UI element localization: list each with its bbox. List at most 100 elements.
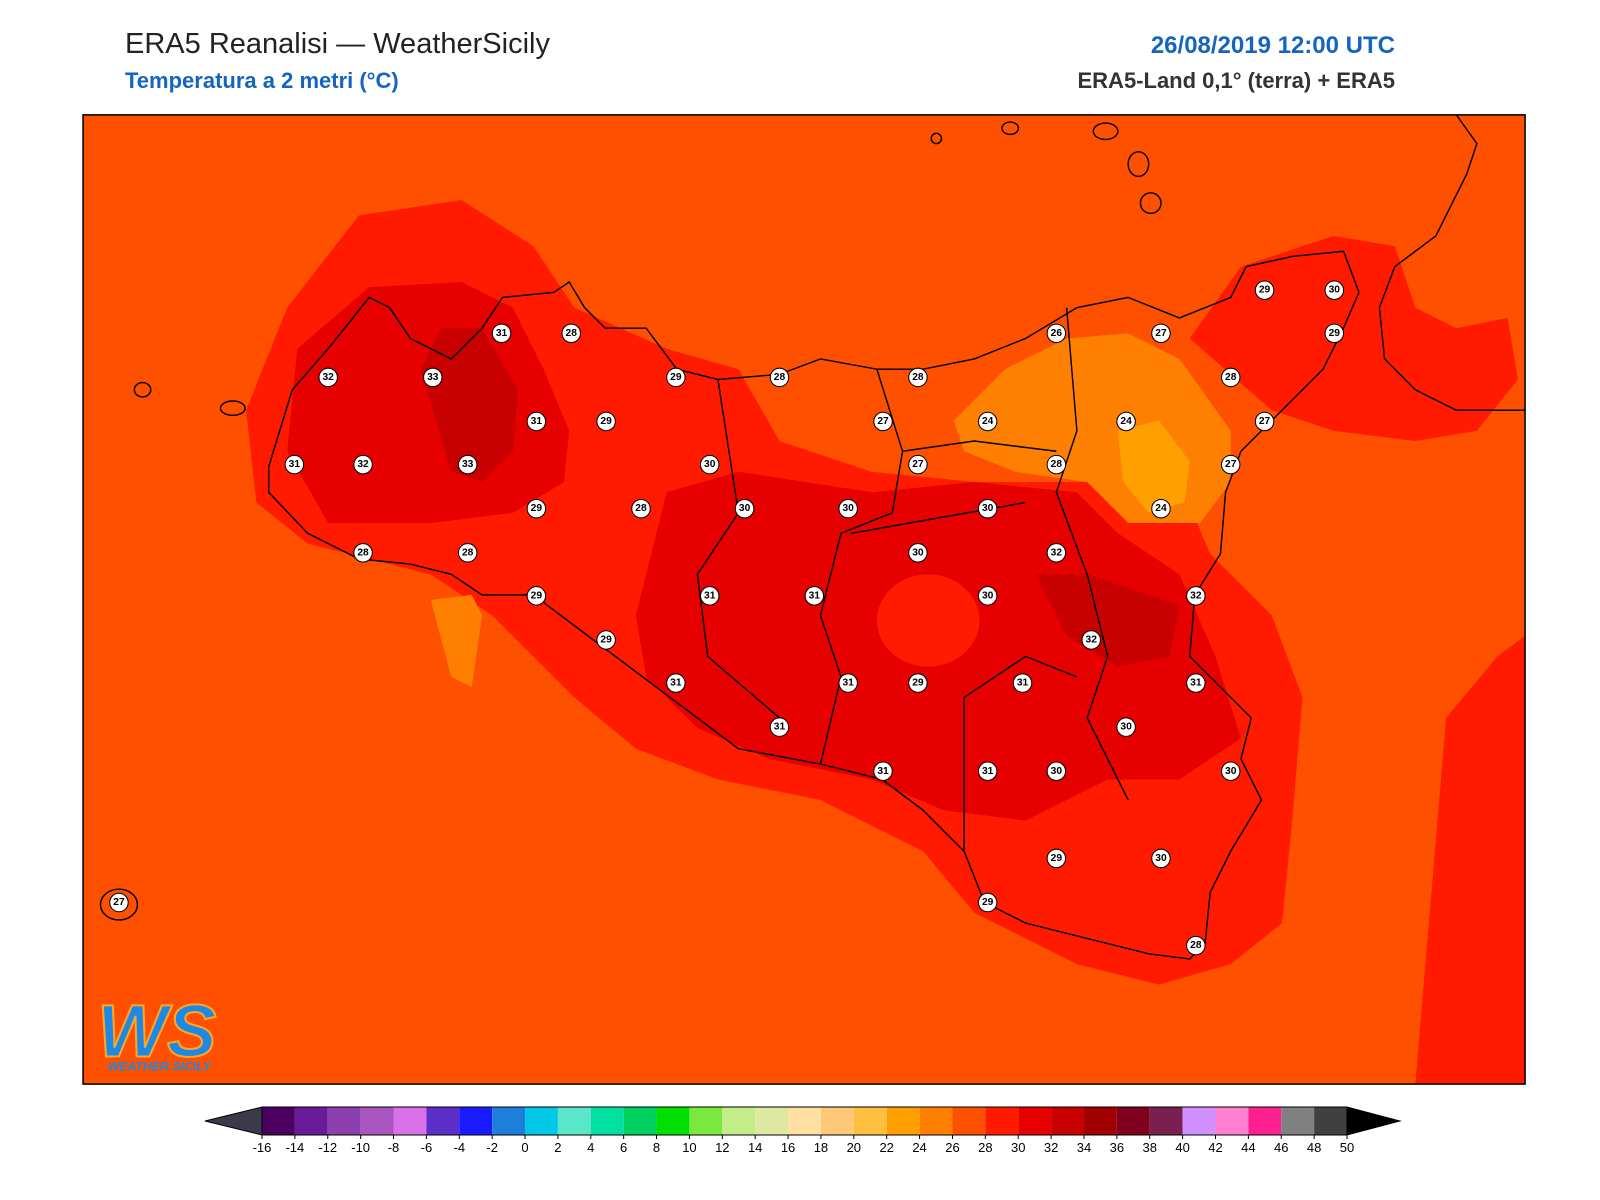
colorbar-box	[294, 1107, 328, 1135]
station-marker	[1324, 280, 1345, 300]
station-marker	[1151, 323, 1171, 344]
colorbar-tick-label: 24	[912, 1140, 926, 1155]
colorbar-tick-label: -8	[388, 1140, 400, 1155]
station: 26	[1046, 323, 1067, 344]
map: 31 28 32 33 29 28 28 31 29 27 24 31 32 33 30 27 28 29 28 30…	[82, 114, 1526, 1085]
station-value: 28	[912, 372, 924, 383]
station-marker	[631, 498, 651, 519]
station: 24	[1151, 498, 1171, 519]
station-marker	[734, 498, 755, 519]
island	[1139, 192, 1162, 215]
colorbar-over	[1346, 1106, 1402, 1136]
station: 27	[908, 454, 928, 475]
station-value: 31	[670, 678, 682, 689]
colorbar-tick-label: -10	[351, 1140, 370, 1155]
station-marker	[1151, 498, 1171, 519]
station-value: 30	[1329, 285, 1341, 296]
colorbar-tick-label: 12	[715, 1140, 729, 1155]
station: 28	[631, 498, 651, 519]
station: 30	[977, 498, 998, 519]
station: 29	[1046, 848, 1067, 869]
colorbar-box	[656, 1107, 690, 1135]
station-marker	[1220, 761, 1241, 781]
colorbar-box	[492, 1107, 526, 1135]
field-area	[1415, 635, 1526, 1085]
station-value: 31	[1017, 678, 1029, 689]
colorbar-tick-label: -12	[318, 1140, 337, 1155]
station-value: 30	[1155, 853, 1167, 864]
station-value: 31	[842, 678, 854, 689]
colorbar-box	[459, 1107, 493, 1135]
station: 30	[734, 498, 755, 519]
station-value: 30	[1051, 766, 1063, 777]
subtitle: Temperatura a 2 metri (°C)	[125, 68, 399, 93]
station: 27	[1254, 411, 1275, 432]
station-marker	[1046, 543, 1067, 563]
station-marker	[1046, 761, 1067, 781]
station: 32	[1046, 543, 1067, 563]
station-marker	[699, 586, 720, 606]
sicily-coast	[267, 250, 1360, 960]
station: 30	[1151, 848, 1171, 869]
station-marker	[1081, 630, 1101, 650]
station-value: 33	[427, 372, 439, 383]
station-marker	[423, 367, 443, 388]
station-value: 28	[566, 328, 578, 339]
colorbar-tick-label: 28	[978, 1140, 992, 1155]
station: 30	[1220, 761, 1241, 781]
station: 24	[1116, 411, 1136, 432]
station: 32	[318, 367, 338, 388]
station-value: 27	[912, 459, 924, 470]
station: 29	[1254, 280, 1275, 300]
colorbar-box	[393, 1107, 427, 1135]
station: 27	[109, 892, 129, 913]
station-marker	[1046, 323, 1067, 344]
station: 28	[1220, 367, 1241, 388]
colorbar-box	[1314, 1107, 1347, 1135]
provinces	[696, 307, 1129, 852]
station: 29	[1324, 323, 1345, 344]
station: 32	[353, 454, 373, 475]
station: 31	[1186, 673, 1206, 693]
station-value: 28	[774, 372, 786, 383]
station-marker	[526, 586, 547, 606]
station: 31	[526, 411, 547, 432]
station-value: 29	[600, 634, 612, 645]
colorbar-box	[820, 1107, 854, 1135]
station-marker	[491, 323, 512, 344]
station-value: 27	[1225, 459, 1237, 470]
station: 27	[873, 411, 893, 432]
station-marker	[596, 411, 616, 432]
colorbar-box	[1215, 1107, 1249, 1135]
temperature-field	[83, 114, 1526, 1085]
colorbar-box	[360, 1107, 394, 1135]
colorbar-tick-label: 18	[814, 1140, 828, 1155]
colorbar-box	[985, 1107, 1019, 1135]
date: 26/08/2019 12:00 UTC	[1151, 32, 1395, 59]
station-value: 28	[1225, 372, 1237, 383]
colorbar-tick-label: 40	[1175, 1140, 1189, 1155]
station-marker	[977, 761, 998, 781]
island	[219, 400, 246, 417]
station-marker	[804, 586, 825, 606]
station-marker	[1220, 454, 1241, 475]
colorbar-tick-label: 48	[1307, 1140, 1321, 1155]
colorbar-tick-label: 20	[847, 1140, 861, 1155]
station-value: 30	[704, 459, 716, 470]
colorbar-tick-label: 10	[682, 1140, 696, 1155]
station-value: 30	[982, 503, 994, 514]
colorbar-box	[788, 1107, 821, 1135]
field-area	[420, 328, 518, 483]
colorbar-tick-label: 22	[879, 1140, 893, 1155]
station-marker	[908, 543, 928, 563]
station: 31	[1012, 673, 1033, 693]
station-value: 32	[1051, 547, 1063, 558]
colorbar-box	[1116, 1107, 1150, 1135]
station-value: 28	[357, 547, 369, 558]
station-marker	[1254, 280, 1275, 300]
station-marker	[908, 367, 928, 388]
station: 27	[1151, 323, 1171, 344]
island	[133, 381, 152, 398]
station-marker	[1254, 411, 1275, 432]
station-value: 29	[1051, 853, 1063, 864]
